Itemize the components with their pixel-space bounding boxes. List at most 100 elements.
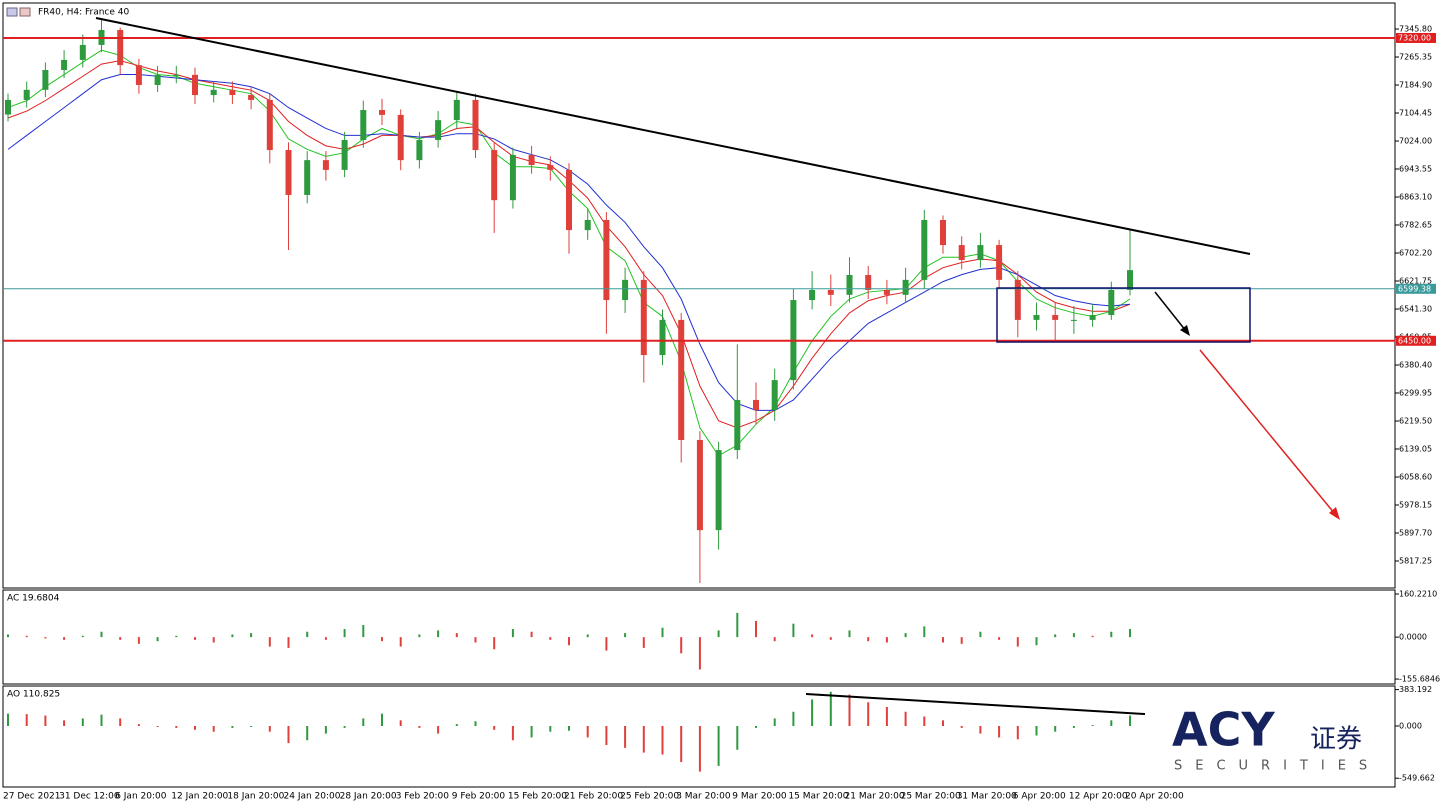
x-tick-label: 31 Dec 12:00	[59, 792, 120, 802]
candle-body	[715, 450, 722, 531]
icon	[19, 7, 31, 17]
x-tick-label: 28 Jan 20:00	[340, 792, 397, 802]
y-tick-label: 6139.05	[1399, 445, 1432, 454]
candle-body	[42, 69, 49, 90]
x-tick-label: 21 Mar 20:00	[845, 792, 905, 802]
x-tick-label: 24 Jan 20:00	[284, 792, 341, 802]
logo: ACY 证券 SECURITIES	[1172, 703, 1380, 774]
candle-body	[603, 220, 610, 301]
candle-body	[809, 289, 816, 301]
y-tick-label: -155.6846	[1399, 675, 1440, 684]
candle-body	[1052, 315, 1059, 320]
x-tick-label: 21 Feb 20:00	[564, 792, 623, 802]
candle-body	[696, 439, 703, 531]
candle-body	[472, 99, 479, 151]
level-tag	[1396, 335, 1436, 346]
candle-body	[173, 74, 180, 76]
y-tick-label: 6782.65	[1399, 221, 1432, 230]
panel-title: AC 19.6804	[7, 594, 60, 604]
candle-body	[135, 65, 142, 85]
candle-body	[940, 220, 946, 246]
y-tick-label: 6943.55	[1399, 165, 1432, 174]
candle-body	[229, 89, 236, 96]
x-tick-label: 3 Feb 20:00	[396, 792, 450, 802]
logo-cn: 证券	[1310, 725, 1362, 755]
x-tick-label: 6 Apr 20:00	[1013, 792, 1066, 802]
candle-body	[659, 319, 666, 356]
candle-body	[5, 99, 11, 115]
range-box	[996, 287, 1251, 343]
x-tick-label: 6 Jan 20:00	[115, 792, 167, 802]
candle-body	[379, 110, 385, 115]
trend-line	[95, 17, 1251, 255]
x-tick-label: 31 Mar 20:00	[957, 792, 1017, 802]
candle-body	[453, 99, 460, 121]
candle-body	[584, 220, 591, 231]
level-label: 6599.38	[1398, 284, 1431, 293]
main-panel	[2, 2, 1396, 589]
y-tick-label: 6702.20	[1399, 249, 1432, 258]
candle-body	[1070, 319, 1077, 321]
y-tick-label: 7265.35	[1399, 52, 1432, 61]
candle-body	[117, 29, 124, 66]
logo-sub: SECURITIES	[1174, 759, 1380, 774]
candle-body	[734, 399, 741, 451]
level-label: 7320.00	[1398, 33, 1431, 42]
candle-body	[1014, 279, 1021, 320]
candle-body	[341, 139, 348, 170]
logo-name: ACY	[1172, 703, 1275, 757]
x-tick-label: 9 Feb 20:00	[452, 792, 506, 802]
x-tick-label: 15 Feb 20:00	[508, 792, 567, 802]
level-label: 6450.00	[1398, 336, 1431, 345]
x-tick-label: 9 Mar 20:00	[732, 792, 787, 802]
candle-body	[491, 150, 498, 201]
candle-body	[397, 114, 404, 161]
candle-body	[192, 74, 198, 96]
ao-panel	[2, 685, 1396, 788]
y-tick-label: 0.000	[1399, 722, 1422, 731]
ao-trend-line	[805, 693, 1146, 715]
x-tick-label: 25 Feb 20:00	[620, 792, 679, 802]
y-tick-label: -549.662	[1399, 774, 1435, 783]
arrow-head	[1329, 507, 1340, 520]
candle-body	[622, 279, 629, 301]
y-tick-label: 160.2210	[1399, 589, 1437, 598]
level-tag	[1396, 32, 1436, 43]
x-tick-label: 3 Mar 20:00	[676, 792, 731, 802]
y-tick-label: 6299.95	[1399, 389, 1432, 398]
y-tick-label: 6863.10	[1399, 193, 1432, 202]
candle-body	[996, 245, 1003, 280]
y-tick-label: 7024.00	[1399, 137, 1432, 146]
x-tick-label: 18 Jan 20:00	[227, 792, 284, 802]
candle-body	[846, 274, 853, 295]
candle-body	[304, 160, 311, 195]
y-tick-label: 6380.40	[1399, 361, 1432, 370]
candle-body	[977, 245, 984, 261]
y-tick-label: 6541.30	[1399, 305, 1432, 314]
candle-body	[827, 289, 834, 295]
candle-body	[435, 120, 442, 140]
y-tick-label: 7184.90	[1399, 81, 1432, 90]
candle-body	[528, 154, 535, 166]
candle-body	[79, 44, 86, 60]
candle-body	[23, 89, 30, 100]
candle-body	[958, 245, 965, 261]
ac-panel	[2, 589, 1396, 685]
candle-body	[865, 274, 872, 290]
candle-body	[566, 169, 572, 231]
x-tick-label: 15 Mar 20:00	[788, 792, 848, 802]
y-tick-label: 6058.60	[1399, 473, 1432, 482]
candle-body	[416, 139, 423, 161]
candle-body	[1033, 315, 1040, 320]
candle-body	[61, 59, 68, 70]
icon	[6, 7, 18, 17]
y-tick-label: 383.192	[1399, 685, 1432, 694]
candle-body	[771, 380, 778, 411]
y-tick-label: 7345.80	[1399, 24, 1432, 33]
level-tag	[1396, 283, 1436, 294]
candle-body	[753, 399, 759, 411]
y-tick-label: 5978.15	[1399, 501, 1432, 510]
candle-body	[1108, 289, 1115, 316]
candle-body	[154, 74, 161, 85]
